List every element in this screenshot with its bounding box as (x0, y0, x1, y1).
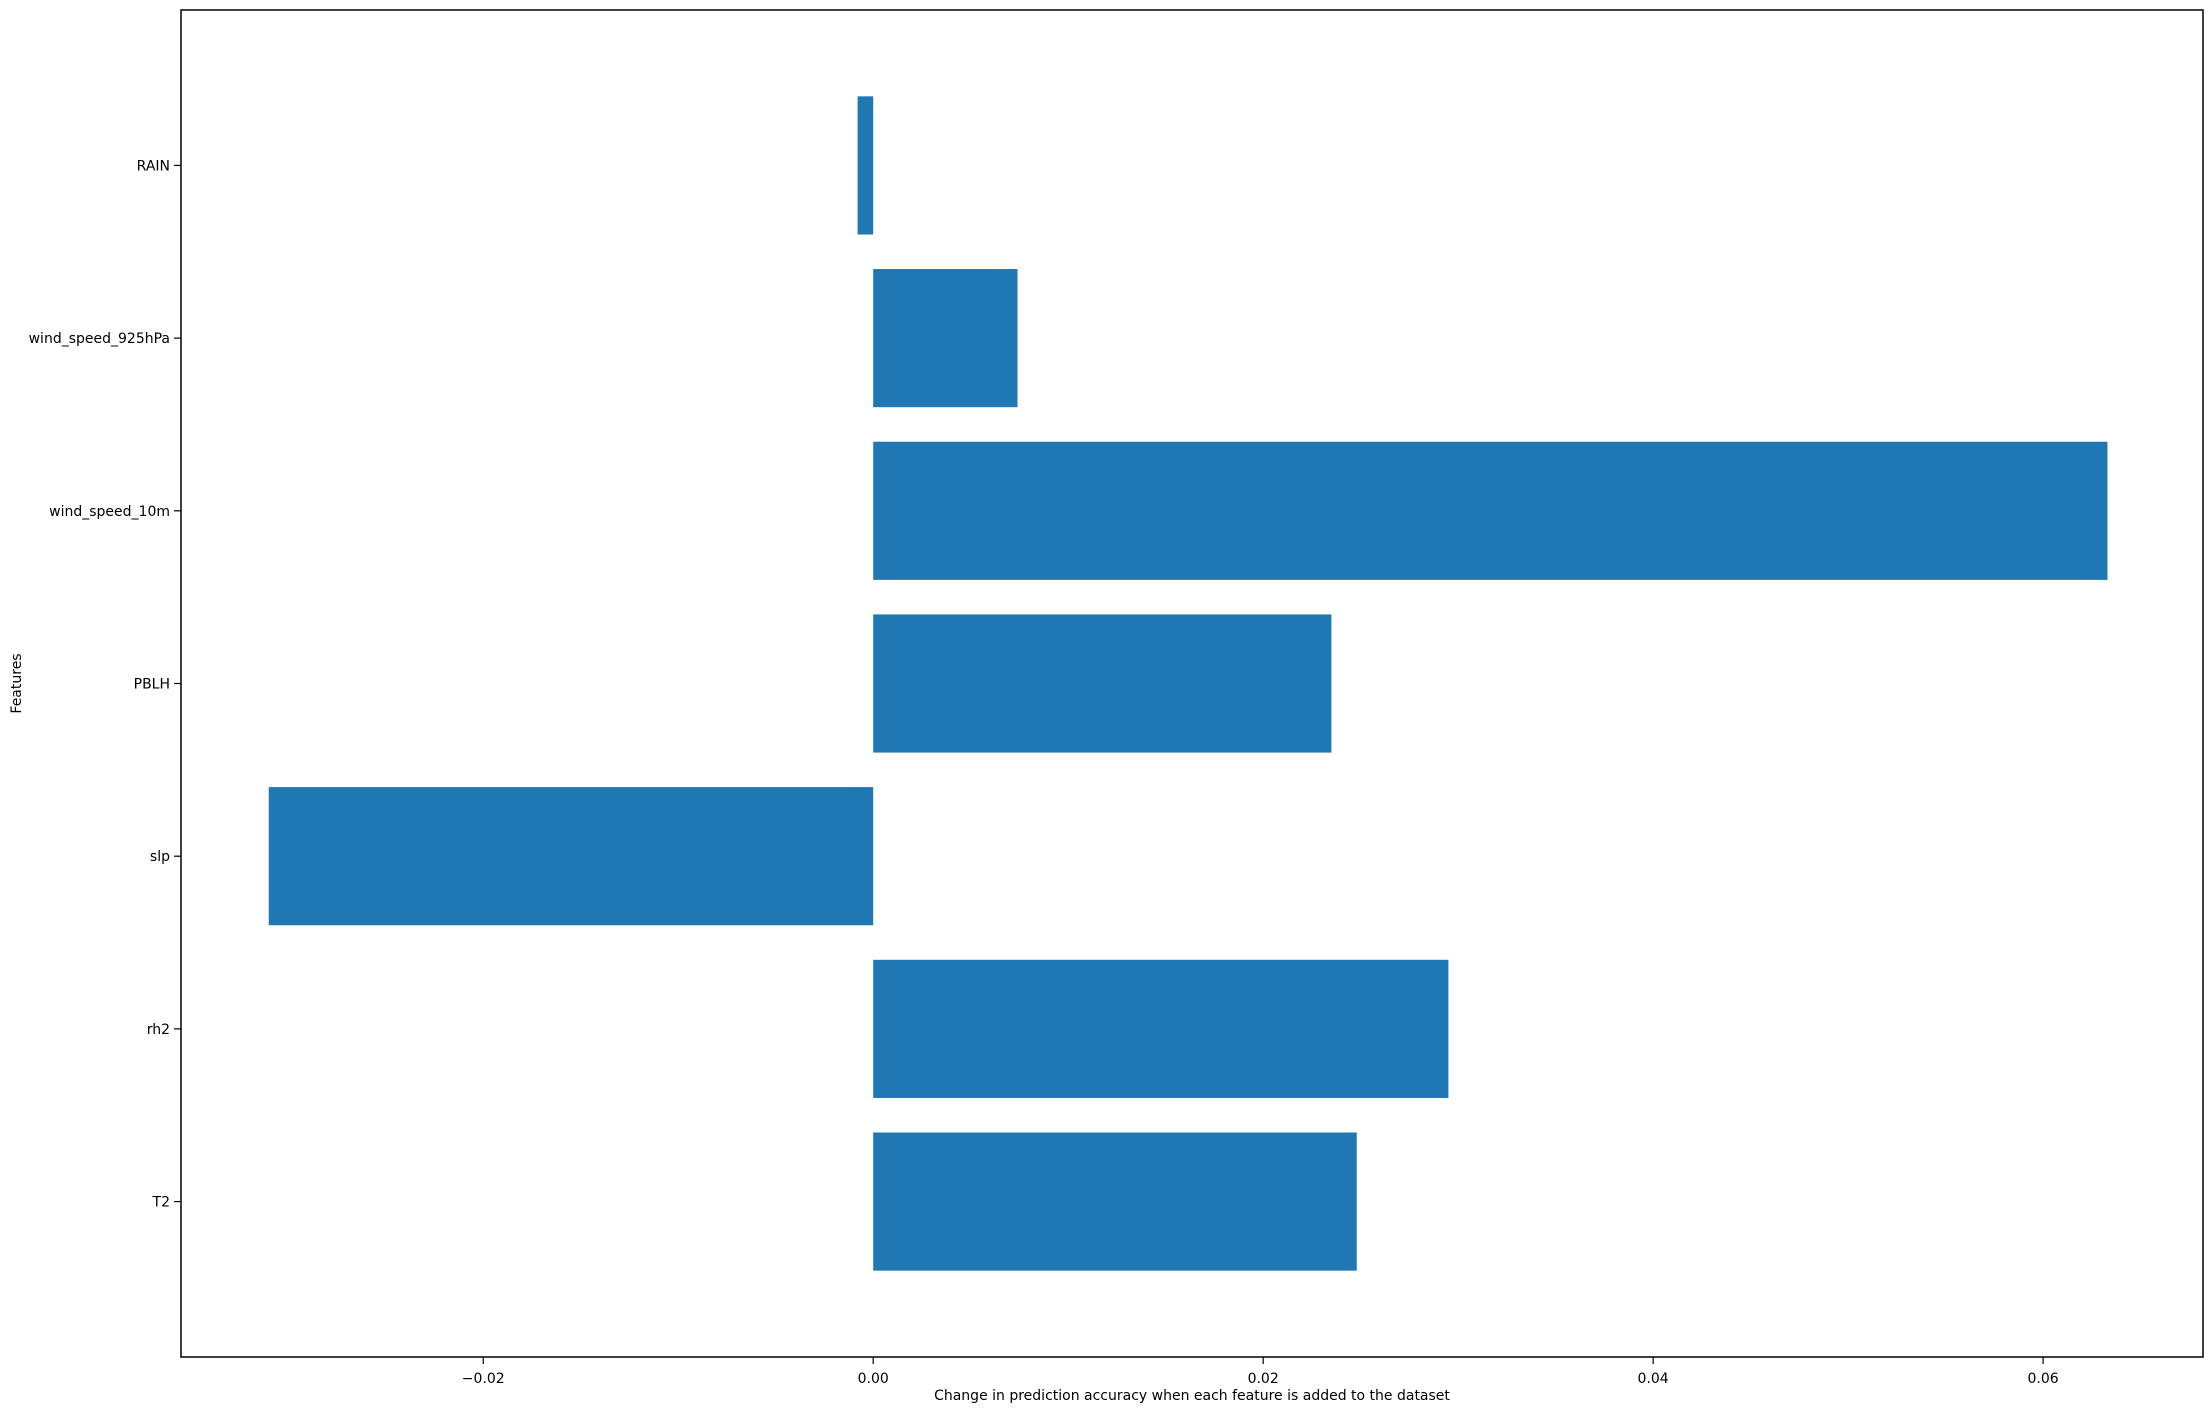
bars-group (268, 96, 2108, 1271)
plot-frame (180, 9, 2204, 1358)
y-tick-label: RAIN (137, 158, 170, 174)
x-tick-label: 0.02 (1248, 1371, 1279, 1387)
y-axis-label: Features (9, 653, 25, 713)
x-axis-label: Change in prediction accuracy when each … (934, 1388, 1450, 1404)
y-tick-label: PBLH (134, 677, 170, 693)
bar-PBLH (873, 614, 1332, 753)
x-tick-label: −0.02 (462, 1371, 505, 1387)
x-tick-label: 0.00 (858, 1371, 889, 1387)
y-tick-label: rh2 (147, 1022, 170, 1038)
bar-wind_speed_925hPa (873, 269, 1018, 408)
y-tick-label: wind_speed_10m (49, 504, 170, 520)
x-tick-label: 0.06 (2028, 1371, 2059, 1387)
bar-rh2 (873, 959, 1449, 1098)
bar-wind_speed_10m (873, 441, 2108, 580)
x-tick-label: 0.04 (1638, 1371, 1669, 1387)
bar-RAIN (857, 96, 874, 235)
x-axis: −0.02 0.00 0.02 0.04 0.06 (462, 1357, 2059, 1387)
y-tick-label: wind_speed_925hPa (29, 331, 170, 347)
y-tick-label: slp (150, 849, 170, 865)
bar-T2 (873, 1132, 1357, 1271)
y-axis: T2 rh2 slp PBLH wind_speed_10m wind_speed_925… (29, 158, 181, 1211)
y-tick-label: T2 (152, 1195, 170, 1211)
bar-slp (268, 787, 874, 926)
